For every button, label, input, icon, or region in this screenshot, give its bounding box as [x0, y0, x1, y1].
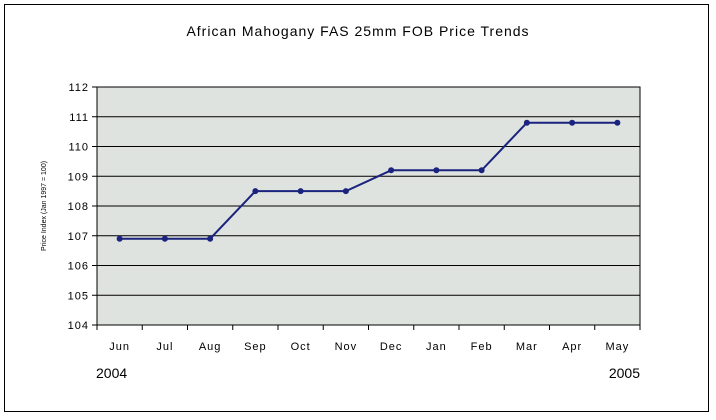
x-tick-label: Nov — [335, 341, 358, 353]
series-line — [119, 121, 618, 240]
y-tick-label: 111 — [69, 112, 89, 124]
series — [116, 119, 621, 242]
year-label-end: 2005 — [609, 365, 640, 381]
data-point — [252, 188, 259, 195]
data-point — [569, 119, 576, 126]
data-point — [342, 188, 349, 195]
y-tick-label: 104 — [68, 320, 89, 332]
year-label-start: 2004 — [96, 365, 127, 381]
data-point — [388, 167, 395, 174]
x-tick-label: Oct — [291, 341, 311, 353]
y-tick-label: 105 — [68, 290, 89, 302]
x-tick-label: Jul — [156, 341, 173, 353]
data-point — [523, 119, 530, 126]
x-axis-ticks — [96, 325, 641, 330]
x-tick-label: Apr — [562, 341, 582, 353]
x-tick-label: May — [605, 341, 629, 353]
data-point — [161, 235, 168, 242]
data-point — [614, 119, 621, 126]
chart-title: African Mahogany FAS 25mm FOB Price Tren… — [186, 23, 529, 39]
y-tick-label: 110 — [68, 142, 89, 154]
data-point — [297, 188, 304, 195]
y-tick-label: 112 — [68, 82, 89, 94]
gridlines — [92, 86, 640, 326]
y-tick-label: 107 — [68, 231, 89, 243]
data-point — [116, 235, 123, 242]
x-tick-label: Feb — [471, 341, 493, 353]
x-tick-label: Sep — [244, 341, 267, 353]
x-tick-label: Jan — [426, 341, 447, 353]
y-axis-labels: 104 105 106 107 108 109 110 111 112 — [68, 82, 89, 332]
x-tick-label: Dec — [380, 341, 403, 353]
data-point — [433, 167, 440, 174]
y-axis-title: Price Index (Jan 1997 = 100) — [41, 161, 48, 251]
data-point — [478, 167, 485, 174]
x-axis-labels: Jun Jul Aug Sep Oct Nov Dec Jan Feb Mar Apr May — [109, 341, 629, 353]
y-tick-label: 108 — [68, 201, 89, 213]
y-tick-label: 106 — [68, 261, 89, 273]
y-tick-label: 109 — [68, 171, 89, 183]
x-tick-label: Aug — [199, 341, 222, 353]
data-point — [207, 235, 214, 242]
x-tick-label: Mar — [516, 341, 538, 353]
x-tick-label: Jun — [109, 341, 130, 353]
